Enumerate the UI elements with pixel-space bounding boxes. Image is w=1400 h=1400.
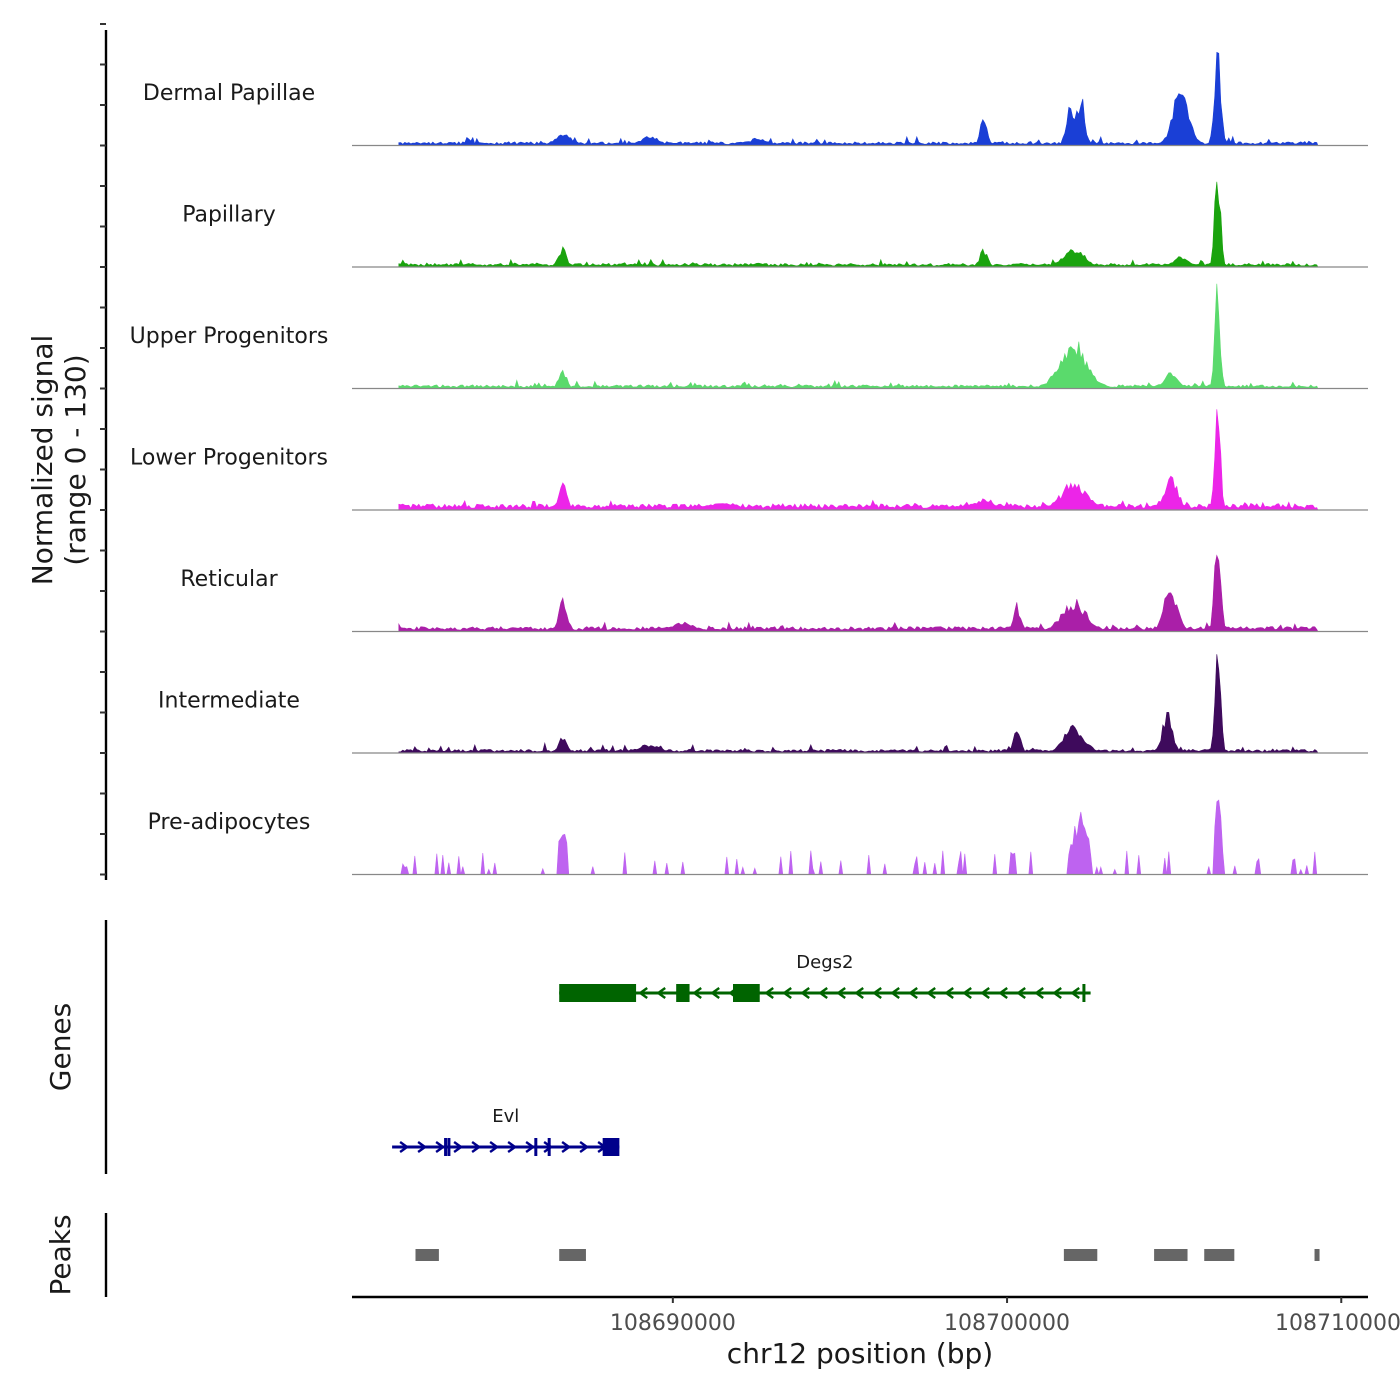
strand-chevron bbox=[471, 1141, 482, 1153]
peak-region bbox=[1154, 1249, 1188, 1261]
signal-area-papillary bbox=[398, 181, 1319, 268]
track-papillary: Papillary bbox=[182, 181, 1368, 268]
track-lower-progenitors: Lower Progenitors bbox=[130, 409, 1368, 511]
signal-area-intermediate bbox=[398, 654, 1319, 754]
coverage-tracks: Dermal Papillae Papillary Upper Progenitor… bbox=[130, 51, 1368, 876]
track-label-dermal-papillae: Dermal Papillae bbox=[143, 81, 315, 106]
peak-region bbox=[415, 1249, 439, 1261]
strand-chevron bbox=[836, 987, 846, 999]
y-axis-title-line-1: Normalized signal bbox=[26, 335, 59, 586]
strand-chevron bbox=[1034, 987, 1044, 999]
y-axis-title: Normalized signal (range 0 - 130) bbox=[26, 335, 92, 586]
gene-evl: Evl bbox=[392, 1106, 620, 1156]
strand-chevron bbox=[507, 1141, 518, 1153]
track-dermal-papillae: Dermal Papillae bbox=[143, 51, 1368, 147]
x-tick-label: 108690000 bbox=[610, 1311, 736, 1336]
strand-chevron bbox=[638, 987, 648, 999]
signal-area-lower-progenitors bbox=[398, 409, 1319, 511]
strand-chevron bbox=[890, 987, 900, 999]
peak-region bbox=[1314, 1249, 1320, 1261]
strand-chevron bbox=[525, 1141, 536, 1153]
gene-exon bbox=[733, 984, 760, 1002]
x-tick-label: 108700000 bbox=[944, 1311, 1070, 1336]
x-axis: 108690000 108700000 108710000 bbox=[352, 1295, 1400, 1336]
strand-chevron bbox=[453, 1141, 464, 1153]
track-label-pre-adipocytes: Pre-adipocytes bbox=[148, 810, 311, 835]
signal-area-dermal-papillae bbox=[398, 51, 1319, 146]
gene-exon bbox=[602, 1138, 620, 1156]
strand-chevron bbox=[1070, 987, 1080, 999]
signal-area-upper-progenitors bbox=[398, 283, 1319, 389]
coverage-axis bbox=[100, 23, 108, 880]
strand-chevron bbox=[543, 1141, 554, 1153]
strand-chevron bbox=[692, 987, 702, 999]
strand-chevron bbox=[962, 987, 972, 999]
track-pre-adipocytes: Pre-adipocytes bbox=[148, 799, 1368, 876]
strand-chevron bbox=[800, 987, 810, 999]
gene-degs2: Degs2 bbox=[559, 952, 1091, 1002]
peaks-track-label: Peaks bbox=[44, 1214, 77, 1295]
peak-region bbox=[559, 1249, 586, 1261]
x-axis-title: chr12 position (bp) bbox=[727, 1337, 993, 1370]
peak-regions bbox=[415, 1249, 1320, 1261]
x-tick-label: 108710000 bbox=[1275, 1311, 1400, 1336]
signal-area-pre-adipocytes bbox=[398, 799, 1318, 876]
strand-chevron bbox=[1052, 987, 1062, 999]
gene-annotations: Degs2 Evl bbox=[392, 952, 1091, 1156]
track-label-lower-progenitors: Lower Progenitors bbox=[130, 446, 328, 471]
peak-region bbox=[1204, 1249, 1235, 1261]
strand-chevron bbox=[710, 987, 720, 999]
strand-chevron bbox=[579, 1141, 590, 1153]
strand-chevron bbox=[561, 1141, 572, 1153]
strand-chevron bbox=[782, 987, 792, 999]
genes-track-label: Genes bbox=[44, 1003, 77, 1091]
strand-chevron bbox=[944, 987, 954, 999]
strand-chevron bbox=[872, 987, 882, 999]
track-reticular: Reticular bbox=[180, 554, 1368, 633]
gene-exon bbox=[676, 984, 690, 1002]
gene-label-degs2: Degs2 bbox=[796, 952, 853, 973]
strand-chevron bbox=[435, 1141, 446, 1153]
strand-chevron bbox=[399, 1141, 410, 1153]
strand-chevron bbox=[818, 987, 828, 999]
track-intermediate: Intermediate bbox=[158, 654, 1368, 754]
strand-chevron bbox=[1016, 987, 1026, 999]
strand-chevron bbox=[908, 987, 918, 999]
strand-chevron bbox=[998, 987, 1008, 999]
peak-region bbox=[1063, 1249, 1098, 1261]
strand-chevron bbox=[764, 987, 774, 999]
track-label-intermediate: Intermediate bbox=[158, 689, 300, 714]
strand-chevron bbox=[854, 987, 864, 999]
track-label-upper-progenitors: Upper Progenitors bbox=[130, 324, 329, 349]
strand-chevron bbox=[980, 987, 990, 999]
strand-chevron bbox=[656, 987, 666, 999]
gene-label-evl: Evl bbox=[492, 1106, 519, 1127]
strand-chevron bbox=[926, 987, 936, 999]
signal-area-reticular bbox=[398, 554, 1319, 632]
track-upper-progenitors: Upper Progenitors bbox=[130, 283, 1368, 390]
strand-chevron bbox=[417, 1141, 428, 1153]
strand-chevron bbox=[489, 1141, 500, 1153]
y-axis-title-line-2: (range 0 - 130) bbox=[59, 354, 92, 565]
track-label-papillary: Papillary bbox=[182, 203, 276, 228]
gene-exon bbox=[559, 984, 637, 1002]
track-label-reticular: Reticular bbox=[180, 567, 278, 592]
